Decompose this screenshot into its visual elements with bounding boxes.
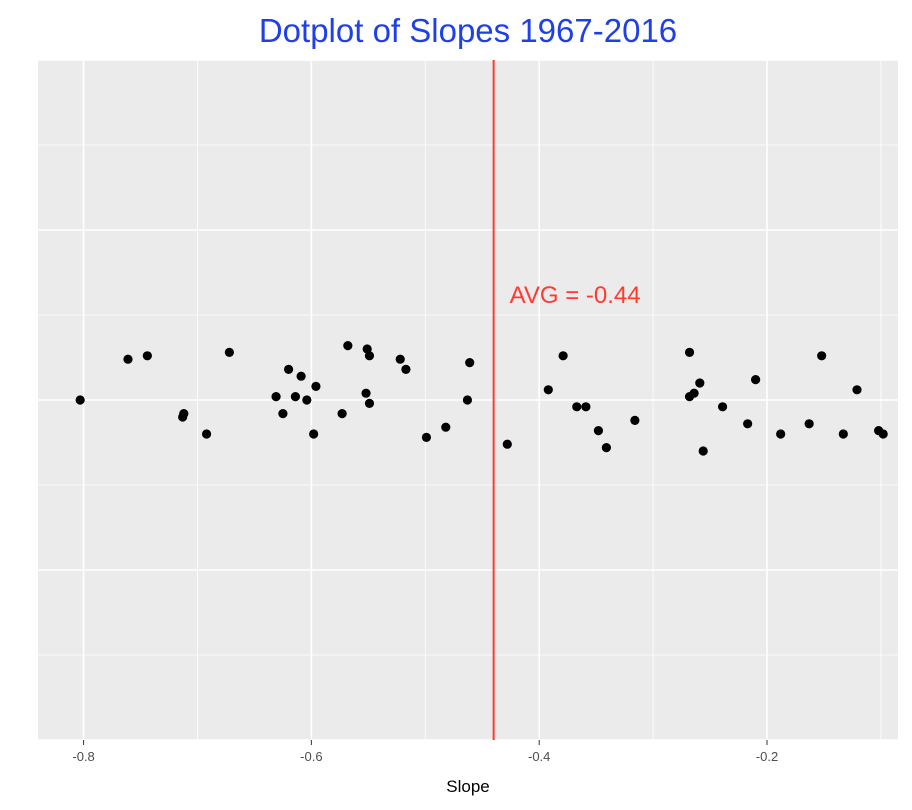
- data-point: [441, 422, 451, 432]
- data-point: [695, 378, 705, 388]
- data-point: [838, 429, 848, 439]
- data-point: [593, 426, 604, 436]
- data-point: [817, 351, 827, 361]
- data-point: [558, 351, 568, 361]
- data-point: [852, 385, 862, 395]
- data-point: [630, 415, 640, 425]
- data-point: [601, 443, 611, 453]
- data-point: [684, 347, 695, 357]
- data-point: [364, 351, 375, 361]
- data-point: [878, 429, 888, 439]
- data-point: [689, 388, 699, 398]
- x-axis: -0.8 -0.6 -0.4 -0.2: [72, 740, 778, 764]
- data-points: [75, 341, 888, 456]
- data-point: [201, 429, 212, 439]
- data-point: [123, 354, 133, 364]
- data-point: [543, 385, 553, 395]
- chart-title: Dotplot of Slopes 1967-2016: [259, 12, 677, 49]
- data-point: [743, 419, 753, 429]
- data-point: [395, 354, 405, 364]
- data-point: [178, 412, 188, 422]
- data-point: [462, 395, 473, 405]
- data-point: [717, 402, 728, 412]
- data-point: [572, 402, 582, 412]
- data-point: [364, 398, 375, 408]
- x-tick-label: -0.8: [72, 749, 94, 764]
- data-point: [421, 432, 432, 442]
- data-point: [401, 364, 411, 374]
- data-point: [465, 358, 475, 368]
- average-label: AVG = -0.44: [510, 282, 641, 309]
- data-point: [290, 392, 301, 402]
- data-point: [502, 439, 512, 449]
- data-point: [283, 364, 294, 374]
- data-point: [311, 381, 321, 391]
- data-point: [309, 429, 319, 439]
- data-point: [776, 429, 786, 439]
- data-point: [337, 409, 347, 419]
- x-tick-label: -0.2: [756, 749, 778, 764]
- data-point: [581, 402, 591, 412]
- data-point: [343, 341, 353, 351]
- data-point: [75, 395, 85, 405]
- data-point: [278, 409, 288, 419]
- data-point: [142, 351, 152, 361]
- data-point: [751, 375, 761, 385]
- x-tick-label: -0.4: [528, 749, 550, 764]
- data-point: [804, 419, 814, 429]
- data-point: [361, 388, 371, 398]
- x-axis-title: Slope: [446, 777, 489, 796]
- data-point: [271, 392, 281, 402]
- data-point: [302, 395, 312, 405]
- data-point: [296, 371, 306, 381]
- x-tick-label: -0.6: [300, 749, 322, 764]
- data-point: [698, 446, 708, 456]
- data-point: [224, 347, 234, 357]
